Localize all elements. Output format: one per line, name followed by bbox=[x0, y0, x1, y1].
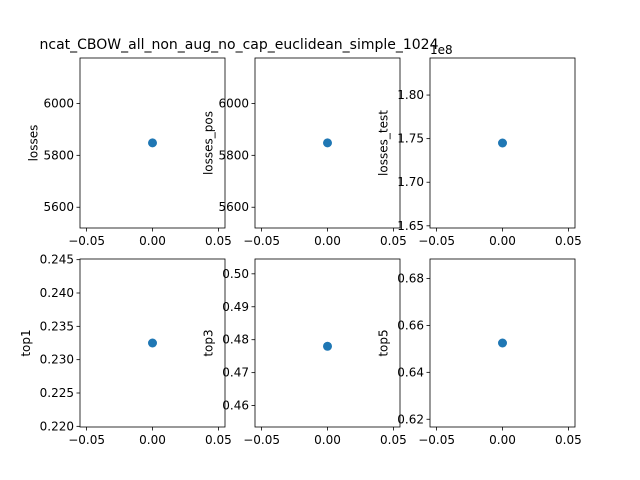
x-tick-label: 0.00 bbox=[489, 433, 516, 447]
x-tick-label: −0.05 bbox=[418, 433, 455, 447]
x-tick-label: −0.05 bbox=[68, 234, 105, 248]
x-tick-label: 0.05 bbox=[555, 234, 582, 248]
y-tick-label: 1.65 bbox=[397, 219, 424, 233]
y-tick-label: 0.240 bbox=[40, 286, 74, 300]
x-tick-label: 0.00 bbox=[489, 234, 516, 248]
subplot-4: −0.05 0.00 0.05 0.220 0.225 0.230 0.235 0.240 0.… bbox=[19, 253, 232, 447]
y-tick-label: 0.225 bbox=[40, 386, 74, 400]
y-tick-label: 6000 bbox=[218, 96, 249, 110]
y-axis-label: top1 bbox=[19, 329, 33, 356]
y-tick-label: 1.75 bbox=[397, 132, 424, 146]
y-tick-label: 1.80 bbox=[397, 88, 424, 102]
figure-title: ncat_CBOW_all_non_aug_no_cap_euclidean_s… bbox=[40, 37, 439, 53]
x-tick-label: 0.05 bbox=[380, 234, 407, 248]
x-tick-label: 0.05 bbox=[380, 433, 407, 447]
x-tick-label: 0.05 bbox=[205, 433, 232, 447]
plot-frame bbox=[254, 258, 401, 428]
y-tick-label: 0.48 bbox=[222, 333, 249, 347]
y-axis-label: losses bbox=[27, 125, 41, 162]
y-tick-label: 0.230 bbox=[40, 353, 74, 367]
x-tick-label: 0.05 bbox=[555, 433, 582, 447]
y-tick-label: 0.46 bbox=[222, 399, 249, 413]
subplot-3: −0.05 0.00 0.051.651.701.751.80losses_test… bbox=[377, 43, 582, 248]
y-tick-label: 1.70 bbox=[397, 175, 424, 189]
y-axis-label: losses_pos bbox=[202, 111, 216, 175]
x-tick-label: 0.00 bbox=[139, 433, 166, 447]
data-point bbox=[498, 138, 507, 148]
y-tick-label: 0.50 bbox=[222, 267, 249, 281]
subplot-1: −0.05 0.00 0.05 5600 5800 6000 losses bbox=[27, 57, 232, 248]
y-tick-label: 6000 bbox=[43, 96, 74, 110]
data-point bbox=[498, 338, 507, 348]
y-axis-label: losses_test bbox=[377, 110, 391, 176]
y-offset-label: 1e8 bbox=[430, 43, 453, 57]
x-tick-label: −0.05 bbox=[243, 433, 280, 447]
y-axis-label: top3 bbox=[202, 329, 216, 356]
y-tick-label: 5800 bbox=[43, 148, 74, 162]
data-point bbox=[323, 138, 332, 148]
x-tick-label: −0.05 bbox=[243, 234, 280, 248]
subplot-6: −0.05 0.00 0.05 0.62 0.64 0.66 0.68 top5 bbox=[377, 258, 582, 447]
data-point bbox=[323, 341, 332, 351]
y-tick-label: 5600 bbox=[43, 200, 74, 214]
plot-frame bbox=[429, 258, 576, 428]
x-tick-label: 0.00 bbox=[314, 433, 341, 447]
x-tick-label: 0.00 bbox=[139, 234, 166, 248]
subplot-5: −0.05 0.00 0.05 0.46 0.47 0.48 0.49 0.50 top3 bbox=[202, 258, 407, 447]
data-point bbox=[148, 138, 157, 148]
y-tick-label: 5800 bbox=[218, 148, 249, 162]
y-tick-label: 0.64 bbox=[397, 365, 424, 379]
y-tick-label: 0.62 bbox=[397, 412, 424, 426]
y-tick-label: 0.220 bbox=[40, 419, 74, 433]
x-tick-label: 0.05 bbox=[205, 234, 232, 248]
plot-frame bbox=[429, 57, 576, 229]
plot-frame bbox=[254, 57, 401, 229]
x-tick-label: −0.05 bbox=[418, 234, 455, 248]
y-axis-label: top5 bbox=[377, 329, 391, 356]
y-tick-label: 5600 bbox=[218, 200, 249, 214]
plot-frame bbox=[79, 57, 226, 229]
data-point bbox=[148, 338, 157, 348]
y-tick-label: 0.235 bbox=[40, 319, 74, 333]
y-tick-label: 0.49 bbox=[222, 300, 249, 314]
y-tick-label: 0.245 bbox=[40, 253, 74, 267]
x-tick-label: 0.00 bbox=[314, 234, 341, 248]
x-tick-label: −0.05 bbox=[68, 433, 105, 447]
plot-frame bbox=[79, 258, 226, 428]
y-tick-label: 0.68 bbox=[397, 271, 424, 285]
y-tick-label: 0.66 bbox=[397, 318, 424, 332]
y-tick-label: 0.47 bbox=[222, 366, 249, 380]
